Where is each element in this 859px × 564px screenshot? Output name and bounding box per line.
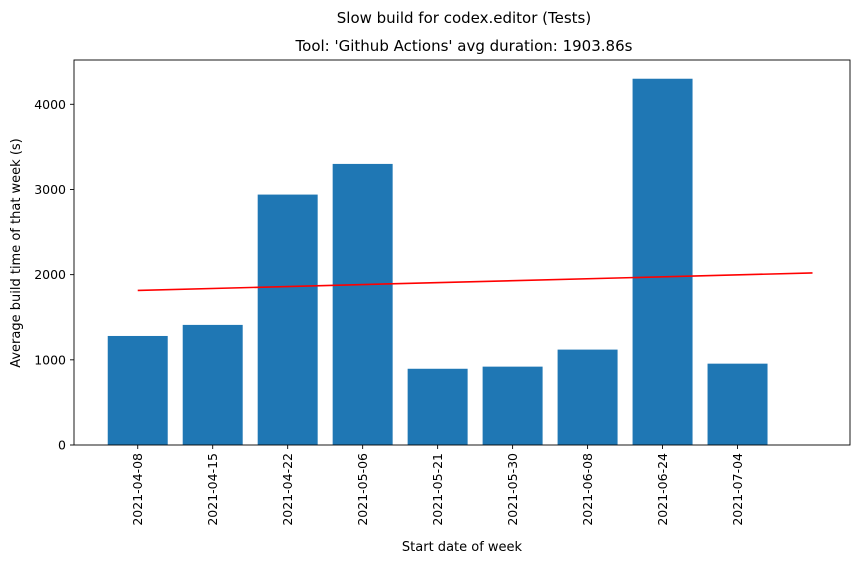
- axes-frame: [73, 59, 851, 446]
- x-tick-label: 2021-05-06: [355, 453, 370, 526]
- x-tick-label: 2021-05-30: [505, 453, 520, 526]
- bar-2021-04-22: [257, 194, 318, 445]
- y-tick-label: 3000: [34, 182, 66, 197]
- y-axis-label: Average build time of that week (s): [9, 138, 24, 368]
- bar-2021-05-30: [482, 366, 543, 445]
- y-tick-label: 0: [58, 438, 66, 453]
- x-tick-label: 2021-07-04: [730, 453, 745, 526]
- bar-2021-05-21: [407, 368, 468, 445]
- trend-line: [137, 272, 813, 292]
- x-tick-label: 2021-06-08: [580, 453, 595, 526]
- x-axis-label: Start date of week: [402, 540, 523, 555]
- y-tick-label: 1000: [34, 352, 66, 367]
- x-tick-label: 2021-04-22: [280, 453, 295, 526]
- y-tick-label: 4000: [34, 97, 66, 112]
- bar-2021-06-24: [632, 78, 693, 445]
- bar-2021-04-08: [107, 335, 168, 445]
- x-tick-label: 2021-04-15: [205, 453, 220, 526]
- bar-2021-07-04: [707, 363, 768, 445]
- x-tick-label: 2021-04-08: [130, 453, 145, 526]
- bar-2021-05-06: [332, 163, 393, 445]
- chart-title: Tool: 'Github Actions' avg duration: 190…: [295, 37, 633, 55]
- plot-area: 0 1000 2000 3000 4000 2021-04-08 2021-04-15 202…: [34, 59, 851, 526]
- bar-2021-04-15: [182, 324, 243, 445]
- chart-suptitle: Slow build for codex.editor (Tests): [337, 9, 591, 27]
- x-tick-label: 2021-05-21: [430, 453, 445, 526]
- bar-2021-06-08: [557, 349, 618, 445]
- x-tick-label: 2021-06-24: [655, 453, 670, 526]
- y-tick-label: 2000: [34, 267, 66, 282]
